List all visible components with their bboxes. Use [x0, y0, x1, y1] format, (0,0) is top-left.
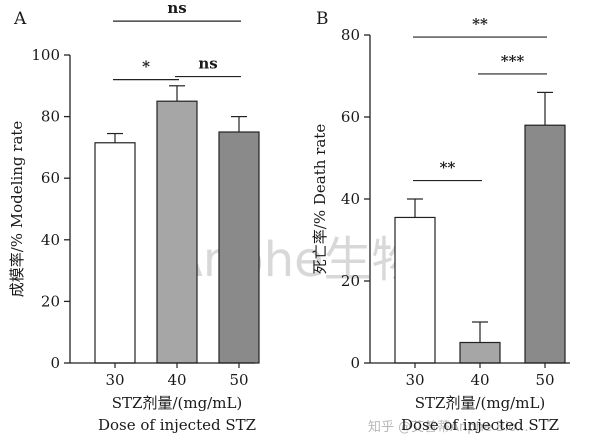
panel-a-x-tick-label: 50	[229, 371, 248, 389]
panel-b-x-tick-label: 40	[470, 371, 489, 389]
panel-b-x-axis-sublabel: Dose of injected STZ	[401, 416, 559, 434]
panel-a-y-tick-label: 80	[41, 108, 60, 126]
panel-a-y-tick-label: 60	[41, 169, 60, 187]
panel-b-bar-40	[459, 341, 501, 364]
panel-a-bar-50	[218, 131, 260, 364]
panel-b-significance-label: **	[472, 15, 488, 33]
panel-a-y-tick-label: 0	[50, 354, 60, 372]
panel-a-x-tick-label: 40	[167, 371, 186, 389]
panel-a-x-axis-label: STZ剂量/(mg/mL)	[112, 394, 243, 412]
panel-b-letter: B	[316, 9, 329, 29]
panel-b-bar-30	[394, 216, 436, 364]
panel-b-significance-label: **	[440, 159, 456, 177]
watermark-footer: 知乎 @艾普蒂Anphe Bio...	[368, 419, 529, 435]
panel-a-y-axis-label: 成模率/% Modeling rate	[8, 121, 26, 298]
panel-b-y-tick-label: 40	[341, 190, 360, 208]
panel-b-y-tick-label: 0	[350, 354, 360, 372]
panel-a-significance-label: ns	[198, 55, 217, 73]
panel-b-y-tick-label: 20	[341, 272, 360, 290]
panel-b-significance-label: ***	[501, 52, 525, 70]
panel-a-x-tick-label: 30	[105, 371, 124, 389]
panel-a-x-axis-sublabel: Dose of injected STZ	[98, 416, 256, 434]
panel-a-significance-label: ns	[167, 0, 186, 17]
panel-b-x-tick-label: 30	[405, 371, 424, 389]
panel-a-bar-40	[156, 100, 198, 364]
panel-b-y-tick-label: 60	[341, 108, 360, 126]
panel-b-x-tick-label: 50	[535, 371, 554, 389]
panel-b-y-tick-label: 80	[341, 26, 360, 44]
panel-a-significance-label: *	[142, 58, 150, 76]
panel-a-letter: A	[13, 9, 27, 29]
panel-b-bar-50	[524, 124, 566, 364]
panel-a-y-tick-label: 40	[41, 231, 60, 249]
panel-a-y-tick-label: 100	[31, 46, 60, 64]
panel-b-x-axis-label: STZ剂量/(mg/mL)	[415, 394, 546, 412]
watermark-text: Anphe生物	[170, 232, 420, 288]
panel-a-y-tick-label: 20	[41, 292, 60, 310]
panel-a-bar-30	[94, 142, 136, 364]
panel-b-y-axis-label: 死亡率/% Death rate	[311, 124, 329, 275]
